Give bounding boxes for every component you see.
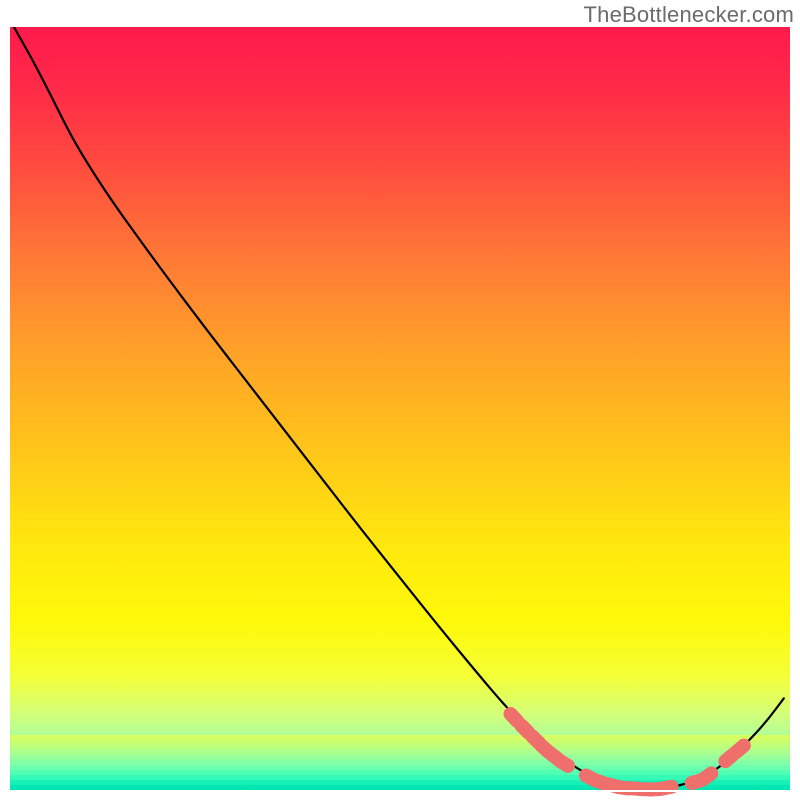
chart-bottom-band	[10, 760, 790, 765]
bottleneck-chart	[0, 0, 800, 800]
chart-bottom-band	[10, 735, 790, 740]
chart-bottom-band	[10, 755, 790, 760]
chart-bottom-band	[10, 765, 790, 770]
chart-bottom-band	[10, 740, 790, 745]
chart-bottom-band	[10, 750, 790, 755]
chart-bottom-band	[10, 770, 790, 775]
chart-background	[10, 27, 790, 790]
chart-bottom-band	[10, 745, 790, 750]
chart-bottom-band	[10, 775, 790, 780]
watermark-text: TheBottlenecker.com	[584, 2, 794, 28]
